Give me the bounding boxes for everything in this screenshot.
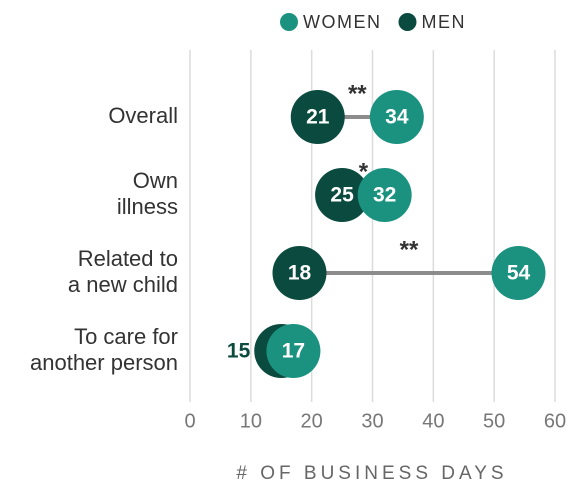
- dot: [491, 246, 546, 300]
- x-tick-label: 20: [301, 410, 323, 432]
- value-label: 15: [227, 340, 251, 363]
- dot: [369, 90, 424, 144]
- dot: [315, 168, 370, 222]
- value-label: 18: [288, 262, 312, 285]
- x-tick-label: 40: [422, 410, 444, 432]
- value-label: 17: [282, 340, 305, 363]
- dot: [290, 90, 345, 144]
- x-tick-label: 50: [483, 410, 505, 432]
- legend-label: MEN: [422, 12, 467, 32]
- value-label: 21: [306, 106, 330, 129]
- value-label: 25: [330, 184, 354, 207]
- legend-marker: [398, 13, 417, 31]
- annotation: **: [348, 80, 367, 107]
- category-label: To care for: [74, 324, 178, 349]
- category-label: a new child: [68, 272, 178, 297]
- value-label: 54: [507, 262, 531, 285]
- value-label: 32: [373, 184, 396, 207]
- annotation: **: [400, 236, 419, 263]
- annotation: *: [359, 158, 369, 185]
- legend-label: WOMEN: [303, 12, 382, 32]
- category-label: illness: [117, 194, 178, 219]
- dot: [266, 324, 321, 378]
- dot: [272, 246, 327, 300]
- dot: [357, 168, 412, 222]
- x-tick-label: 0: [184, 410, 195, 432]
- x-tick-label: 60: [544, 410, 566, 432]
- x-tick-label: 30: [361, 410, 383, 432]
- value-label: 34: [385, 106, 409, 129]
- category-label: Overall: [108, 103, 178, 128]
- x-tick-label: 10: [240, 410, 262, 432]
- legend-marker: [280, 13, 298, 31]
- category-label: Related to: [78, 246, 178, 271]
- category-label: another person: [30, 350, 178, 375]
- x-axis-label: # OF BUSINESS DAYS: [236, 463, 507, 484]
- category-label: Own: [133, 168, 178, 193]
